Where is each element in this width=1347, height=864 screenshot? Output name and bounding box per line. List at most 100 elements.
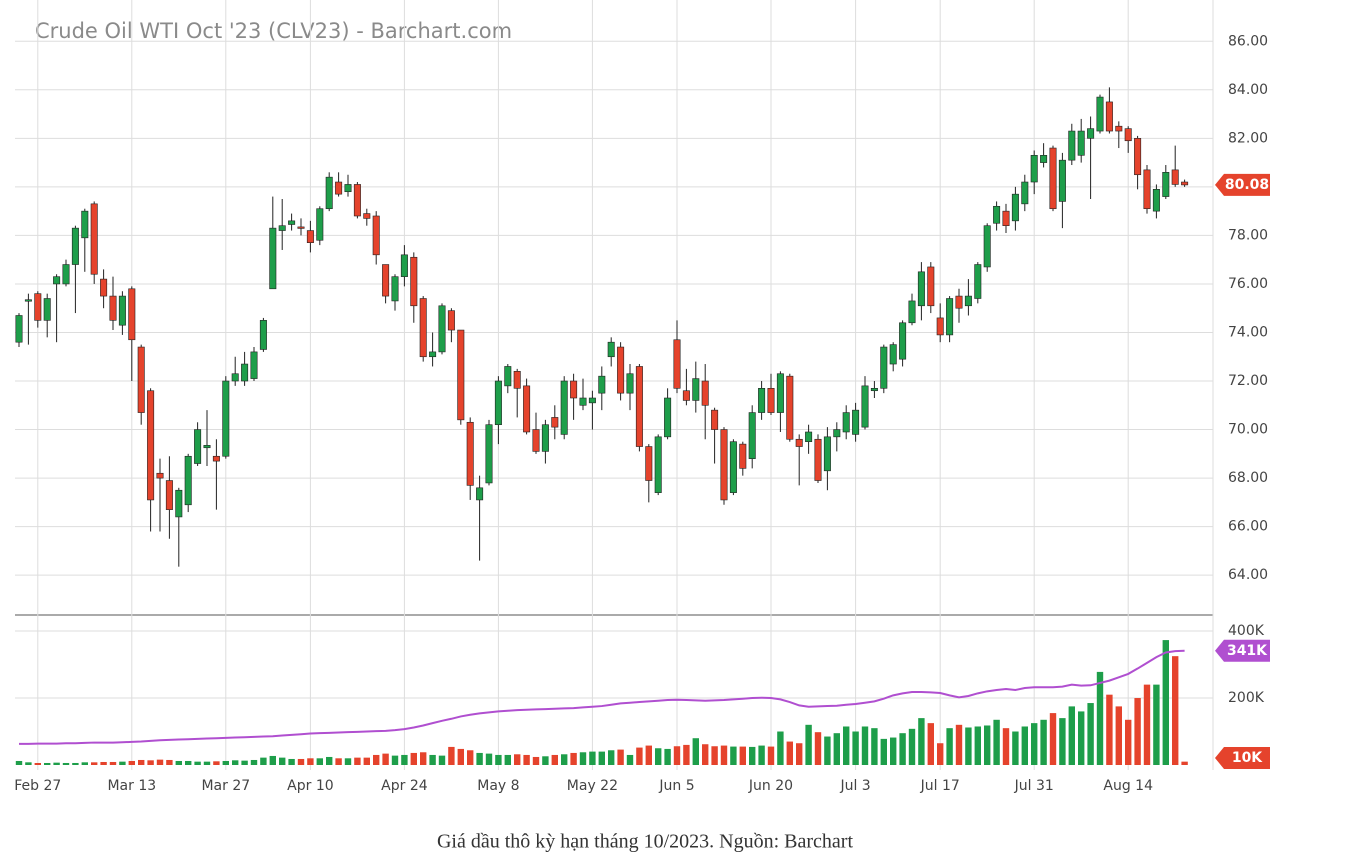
candle-body [748,412,756,459]
candle-body [692,378,700,401]
volume-bar [44,762,51,765]
volume-bar [617,749,624,765]
candle-body [43,298,51,321]
y-tick-label: 86.00 [1228,33,1268,49]
candle-body [551,417,559,428]
candle-body [588,397,596,404]
candle-body [194,429,202,464]
candle-body [795,438,803,447]
candle-body [1134,138,1142,176]
volume-bar [1106,694,1113,765]
x-tick-label: Jun 20 [748,778,793,794]
candle-body [711,409,719,430]
volume-bar [542,756,549,765]
volume-bar [401,754,408,765]
volume-bar [241,760,248,765]
candle-body [626,373,634,394]
candle-body [485,424,493,484]
candle-body [165,480,173,510]
volume-bar [946,728,953,765]
candle-body [908,300,916,324]
candle-body [1002,210,1010,226]
y-tick-label: 68.00 [1228,470,1268,486]
volume-bar [720,745,728,765]
value-badge-label: 10K [1232,750,1263,766]
volume-bar [523,754,530,765]
candle-body [645,446,653,481]
candle-body [852,409,860,435]
candle-body [1171,169,1179,185]
volume-bar [608,750,615,765]
volume-bar [1143,684,1151,765]
volume-bar [749,746,756,765]
candle-body [946,298,954,336]
candle-body [1124,128,1132,142]
volume-bar [25,762,32,765]
volume-bar [279,757,286,765]
volume-bar [1021,726,1028,765]
volume-bar [692,738,699,765]
volume-bar [194,761,201,765]
volume-bar [1078,711,1085,765]
candle-body [861,385,869,428]
volume-bar [645,745,652,765]
candle-body [175,489,183,518]
x-tick-label: Jun 5 [658,778,694,794]
candle-body [429,351,437,358]
y-tick-label: 200K [1228,690,1265,706]
volume-bar [1002,728,1010,765]
candle-body [109,295,117,321]
x-tick-label: Aug 14 [1103,778,1153,794]
candle-body [570,380,578,399]
volume-bar [232,760,239,765]
volume-bar [908,728,916,765]
volume-bar [880,738,887,765]
volume-bar [166,759,173,765]
candle-body [889,344,897,365]
candle-body [457,329,465,421]
volume-bar [626,754,634,765]
candle-body [1077,130,1085,156]
candle-body [1030,155,1038,183]
candle-body [673,339,681,389]
candle-body [1181,181,1189,186]
x-tick-label: Jul 3 [839,778,870,794]
candle-body [1115,125,1123,132]
x-tick-label: May 8 [477,778,519,794]
candle-body [974,264,982,299]
volume-bar [1172,656,1179,765]
volume-bar [495,754,502,765]
volume-bar [147,760,154,765]
candle-body [297,226,305,229]
y-tick-label: 70.00 [1228,422,1268,438]
x-tick-label: Apr 24 [381,778,428,794]
candle-body [325,176,333,210]
candle-body [814,438,822,481]
volume-bar [852,731,859,765]
volume-bar [673,746,681,765]
volume-bar [561,754,568,765]
volume-bar [1153,684,1160,765]
volume-bar [344,758,352,765]
candle-body [147,390,155,501]
candle-body [664,397,672,438]
candle-body [1096,96,1104,132]
volume-bar [250,759,258,765]
candle-body [118,295,126,326]
y-tick-label: 400K [1228,623,1265,639]
candle-body [936,317,944,336]
volume-bar [1096,671,1104,765]
candle-body [1087,128,1095,139]
candle-body [880,346,888,389]
volume-bar [391,755,399,765]
volume-bar [551,754,558,765]
candle-body [917,271,925,307]
candle-body [62,264,70,285]
volume-bar [467,750,474,765]
volume-bar [655,748,662,765]
candle-body [410,256,418,307]
candle-body [53,276,61,285]
volume-bar [429,754,436,765]
candle-body [1011,193,1019,222]
volume-bar [72,762,79,765]
